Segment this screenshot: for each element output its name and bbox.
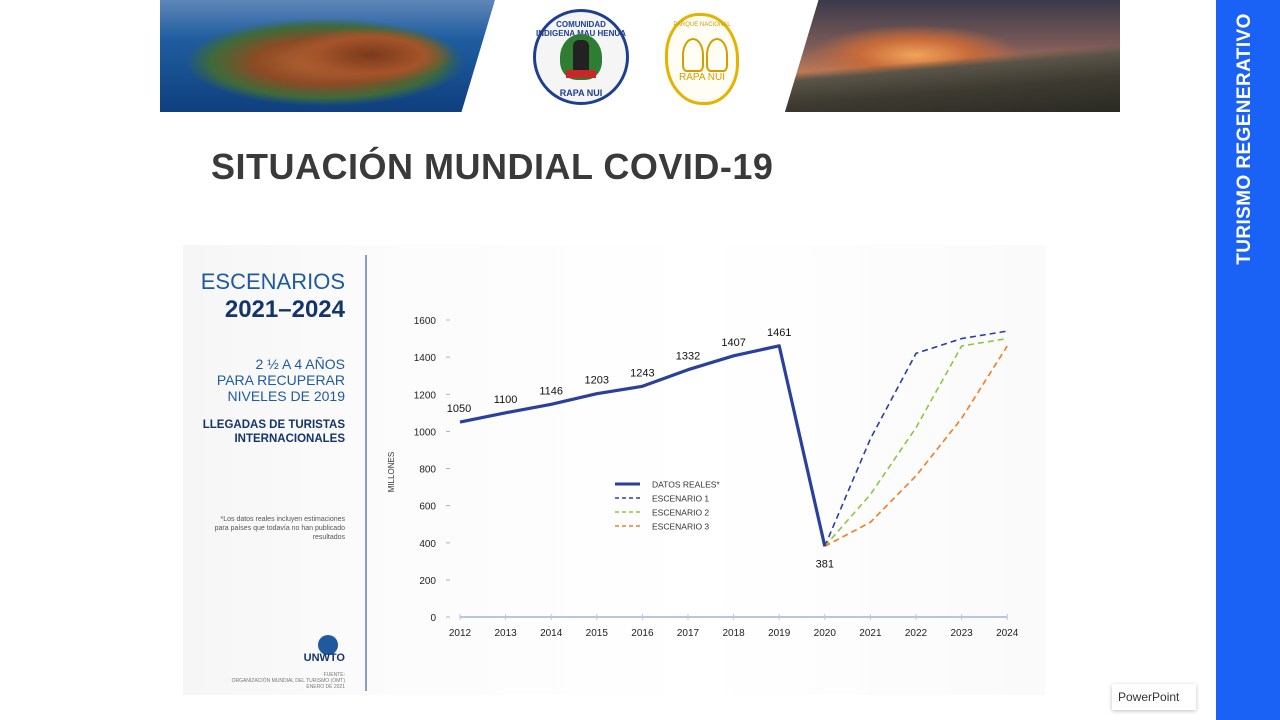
x-tick-label: 2021: [859, 628, 882, 639]
data-label: 1243: [630, 367, 654, 379]
x-tick-label: 2022: [905, 628, 928, 639]
source-line: ENERO DE 2021: [306, 684, 345, 690]
source-text: FUENTE: ORGANIZACIÓN MUNDIAL DEL TURISMO…: [232, 672, 345, 690]
source-line: FUENTE:: [323, 672, 345, 678]
y-tick-label: 1400: [414, 353, 437, 364]
footnote-line: para países que todavía no han publicado: [214, 525, 345, 532]
series-line-escenario-1: [824, 330, 1008, 547]
arrivals-text: LLEGADAS DE TURISTAS INTERNACIONALES: [203, 418, 345, 446]
mau-henua-logo: COMUNIDAD INDIGENA MAU HENUA RAPA NUI: [533, 9, 629, 105]
recovery-line: PARA RECUPERAR: [216, 372, 345, 388]
logo2-top-text: PARQUE NACIONAL: [673, 22, 731, 28]
crater-photo: [160, 0, 495, 112]
recovery-line: NIVELES DE 2019: [227, 388, 345, 404]
x-tick-label: 2023: [950, 628, 973, 639]
legend-label: ESCENARIO 3: [652, 522, 709, 532]
panel-divider: [365, 255, 367, 691]
data-label: 1461: [767, 327, 791, 339]
parque-nacional-logo: PARQUE NACIONAL RAPA NUI: [665, 13, 739, 105]
footnote-line: resultados: [312, 534, 345, 541]
footnote-line: *Los datos reales incluyen estimaciones: [220, 516, 345, 523]
x-tick-label: 2015: [586, 628, 609, 639]
data-label: 381: [816, 558, 834, 570]
recovery-text: 2 ½ A 4 AÑOS PARA RECUPERAR NIVELES DE 2…: [217, 356, 345, 404]
series-line-escenario-2: [824, 337, 1008, 547]
legend-label: ESCENARIO 1: [652, 494, 709, 504]
header-banner: COMUNIDAD INDIGENA MAU HENUA RAPA NUI PA…: [160, 0, 1120, 112]
scenarios-title: ESCENARIOS: [200, 269, 345, 294]
y-tick-label: 0: [430, 613, 436, 624]
recovery-line: 2 ½ A 4 AÑOS: [255, 356, 345, 372]
y-tick-label: 1000: [414, 427, 437, 438]
y-tick-label: 200: [419, 576, 436, 587]
y-tick-label: 800: [419, 465, 436, 476]
x-tick-label: 2020: [814, 628, 837, 639]
footnote: *Los datos reales incluyen estimaciones …: [215, 515, 345, 542]
x-tick-label: 2012: [449, 628, 472, 639]
x-tick-label: 2017: [677, 628, 700, 639]
scenarios-years: 2021–2024: [224, 296, 345, 323]
x-tick-label: 2019: [768, 628, 791, 639]
data-label: 1407: [721, 337, 745, 349]
powerpoint-tag[interactable]: PowerPoint: [1112, 684, 1196, 710]
data-label: 1100: [494, 394, 518, 406]
infographic-panel: [183, 245, 1045, 695]
x-tick-label: 2013: [494, 628, 517, 639]
data-label: 1146: [539, 385, 563, 397]
y-axis-label: MILLONES: [387, 452, 396, 492]
data-label: 1332: [676, 351, 700, 363]
y-tick-label: 1200: [414, 390, 437, 401]
x-tick-label: 2018: [722, 628, 745, 639]
side-accent-bar: [1216, 0, 1280, 720]
x-tick-label: 2014: [540, 628, 563, 639]
legend-label: ESCENARIO 2: [652, 508, 709, 518]
logo2-bottom-text: RAPA NUI: [679, 72, 725, 83]
x-tick-label: 2024: [996, 628, 1019, 639]
slide-title: SITUACIÓN MUNDIAL COVID-19: [211, 146, 774, 187]
globe-icon: [318, 635, 338, 655]
arrivals-line: INTERNACIONALES: [234, 433, 345, 445]
data-label: 1050: [447, 403, 471, 415]
unwto-logo-text: UNWTO: [303, 652, 345, 664]
data-label: 1203: [585, 375, 609, 387]
logo1-top-text: COMUNIDAD INDIGENA MAU HENUA: [536, 20, 626, 38]
series-line-datos-reales: [459, 344, 827, 547]
y-tick-label: 400: [419, 539, 436, 550]
logo1-bottom-text: RAPA NUI: [559, 88, 603, 98]
stone-wall-photo: [785, 0, 1120, 112]
x-tick-label: 2016: [631, 628, 654, 639]
y-tick-label: 1600: [414, 316, 437, 327]
legend-label: DATOS REALES*: [652, 480, 720, 490]
arrivals-line: LLEGADAS DE TURISTAS: [202, 419, 345, 431]
series-line-escenario-3: [824, 345, 1008, 548]
y-tick-label: 600: [419, 502, 436, 513]
source-line: ORGANIZACIÓN MUNDIAL DEL TURISMO (OMT): [231, 678, 345, 684]
